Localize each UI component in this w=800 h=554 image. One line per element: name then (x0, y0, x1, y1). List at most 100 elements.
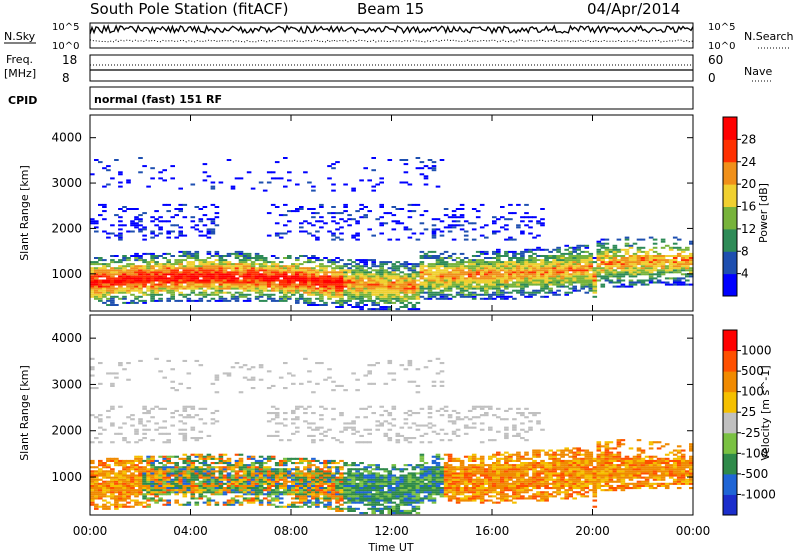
heatmap-cell (202, 179, 208, 182)
heatmap-cell (138, 476, 143, 479)
heatmap-cell (206, 497, 212, 500)
heatmap-cell (158, 279, 163, 282)
heatmap-cell (299, 283, 304, 286)
heatmap-cell (660, 240, 666, 243)
heatmap-cell (206, 474, 212, 477)
heatmap-cell (146, 271, 151, 274)
heatmap-cell (335, 265, 340, 268)
heatmap-cell (242, 493, 248, 496)
heatmap-cell (588, 277, 594, 280)
heatmap-cell (315, 382, 320, 385)
heatmap-cell (270, 484, 276, 487)
heatmap-cell (138, 466, 143, 469)
heatmap-cell (299, 263, 304, 266)
heatmap-cell (387, 482, 393, 485)
heatmap-cell (198, 437, 204, 440)
heatmap-cell (222, 491, 228, 494)
heatmap-cell (134, 476, 139, 479)
heatmap-cell (367, 283, 372, 286)
heatmap-cell (250, 269, 256, 272)
heatmap-cell (343, 220, 348, 223)
heatmap-cell (202, 491, 208, 494)
heatmap-cell (359, 491, 364, 494)
heatmap-cell (347, 285, 352, 288)
heatmap-cell (676, 271, 682, 274)
heatmap-cell (238, 470, 244, 473)
heatmap-cell (242, 484, 248, 487)
heatmap-cell (383, 269, 389, 272)
heatmap-cell (118, 173, 123, 176)
heatmap-cell (528, 257, 533, 259)
heatmap-cell (210, 470, 216, 473)
heatmap-cell (198, 271, 204, 274)
heatmap-cell (471, 281, 477, 284)
heatmap-cell (387, 501, 393, 504)
heatmap-cell (114, 372, 119, 375)
heatmap-cell (479, 267, 485, 270)
heatmap-cell (584, 281, 590, 284)
heatmap-cell (238, 462, 244, 465)
heatmap-cell (411, 265, 417, 268)
heatmap-cell (222, 487, 228, 490)
heatmap-cell (540, 285, 545, 288)
heatmap-cell (226, 285, 232, 288)
heatmap-cell (98, 478, 103, 481)
heatmap-cell (218, 291, 224, 294)
heatmap-cell (238, 491, 244, 494)
heatmap-cell (391, 464, 397, 467)
heatmap-cell (512, 297, 517, 300)
heatmap-cell (379, 308, 384, 311)
heatmap-cell (359, 283, 364, 286)
heatmap-cell (624, 242, 630, 245)
heatmap-cell (303, 230, 308, 233)
heatmap-cell (435, 185, 441, 188)
heatmap-cell (154, 269, 159, 272)
heatmap-cell (162, 466, 167, 469)
heatmap-cell (118, 497, 123, 500)
heatmap-cell (327, 376, 332, 379)
heatmap-cell (242, 293, 248, 296)
heatmap-cell (467, 293, 473, 296)
heatmap-cell (214, 285, 220, 288)
heatmap-cell (363, 289, 368, 292)
heatmap-cell (198, 497, 204, 500)
heatmap-cell (339, 497, 344, 500)
heatmap-cell (359, 474, 364, 477)
heatmap-cell (644, 271, 650, 274)
heatmap-cell (383, 480, 389, 483)
heatmap-cell (459, 224, 465, 227)
heatmap-cell (254, 255, 260, 257)
heatmap-cell (431, 287, 437, 290)
heatmap-cell (367, 476, 372, 479)
nave-tick-high: 60 (708, 53, 723, 67)
heatmap-cell (367, 441, 372, 444)
heatmap-cell (118, 470, 123, 473)
heatmap-cell (475, 269, 481, 272)
heatmap-cell (202, 462, 208, 465)
heatmap-cell (154, 257, 159, 259)
heatmap-cell (94, 159, 99, 161)
heatmap-cell (319, 405, 324, 408)
heatmap-cell (568, 267, 573, 270)
heatmap-cell (270, 468, 276, 471)
heatmap-cell (387, 283, 393, 286)
heatmap-cell (102, 489, 107, 492)
heatmap-cell (327, 177, 332, 180)
heatmap-cell (375, 285, 380, 288)
heatmap-cell (524, 273, 529, 276)
heatmap-cell (98, 495, 103, 498)
heatmap-cell (295, 472, 300, 475)
heatmap-cell (162, 271, 167, 274)
heatmap-cell (278, 476, 284, 479)
heatmap-cell (479, 259, 485, 262)
heatmap-cell (114, 304, 119, 306)
heatmap-cell (250, 489, 256, 492)
heatmap-cell (351, 493, 356, 496)
heatmap-cell (234, 482, 240, 485)
heatmap-cell (335, 484, 340, 487)
heatmap-cell (455, 293, 461, 296)
heatmap-cell (134, 482, 139, 485)
heatmap-cell (504, 291, 509, 294)
heatmap-cell (351, 218, 356, 221)
heatmap-cell (508, 250, 513, 253)
